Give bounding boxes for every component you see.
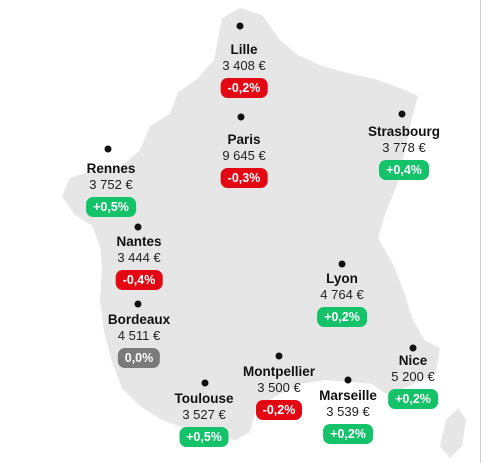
change-badge: -0,4% xyxy=(115,270,163,290)
change-badge: 0,0% xyxy=(117,348,161,368)
city-marker-bordeaux[interactable]: Bordeaux 4 511 € 0,0% xyxy=(108,312,170,368)
city-dot-bordeaux xyxy=(134,300,142,308)
city-marker-lyon[interactable]: Lyon 4 764 € +0,2% xyxy=(317,271,367,327)
city-marker-lille[interactable]: Lille 3 408 € -0,2% xyxy=(220,42,268,98)
city-name: Marseille xyxy=(319,388,377,403)
city-name: Nantes xyxy=(116,234,162,249)
change-badge: +0,5% xyxy=(86,197,136,217)
city-price: 9 645 € xyxy=(222,148,266,163)
city-price: 3 444 € xyxy=(117,250,161,265)
city-dot-lyon xyxy=(338,260,346,268)
city-name: Toulouse xyxy=(174,391,234,406)
change-badge: -0,2% xyxy=(220,78,268,98)
city-price: 3 408 € xyxy=(222,58,266,73)
city-name: Nice xyxy=(398,353,428,368)
city-price: 3 752 € xyxy=(89,177,133,192)
change-badge: +0,2% xyxy=(388,389,438,409)
city-price: 3 539 € xyxy=(326,404,370,419)
change-badge: +0,2% xyxy=(323,424,373,444)
city-price: 5 200 € xyxy=(391,369,435,384)
city-dot-marseille xyxy=(344,376,352,384)
city-name: Paris xyxy=(227,132,261,147)
city-price: 4 764 € xyxy=(320,287,364,302)
city-marker-strasbourg[interactable]: Strasbourg 3 778 € +0,4% xyxy=(368,124,440,180)
city-dot-rennes xyxy=(104,145,112,153)
city-marker-marseille[interactable]: Marseille 3 539 € +0,2% xyxy=(319,388,377,444)
change-badge: -0,3% xyxy=(220,168,268,188)
city-price: 3 778 € xyxy=(382,140,426,155)
city-name: Rennes xyxy=(86,161,136,176)
city-dot-toulouse xyxy=(201,379,209,387)
city-marker-rennes[interactable]: Rennes 3 752 € +0,5% xyxy=(86,161,136,217)
france-mainland-shape xyxy=(62,8,440,440)
city-dot-strasbourg xyxy=(398,110,406,118)
city-dot-nantes xyxy=(134,223,142,231)
right-edge-divider xyxy=(480,0,481,463)
city-dot-paris xyxy=(237,113,245,121)
city-marker-paris[interactable]: Paris 9 645 € -0,3% xyxy=(220,132,268,188)
city-marker-montpellier[interactable]: Montpellier 3 500 € -0,2% xyxy=(243,364,315,420)
city-name: Lyon xyxy=(326,271,358,286)
city-name: Strasbourg xyxy=(367,124,441,139)
city-marker-nice[interactable]: Nice 5 200 € +0,2% xyxy=(388,353,438,409)
city-dot-montpellier xyxy=(275,352,283,360)
city-marker-toulouse[interactable]: Toulouse 3 527 € +0,5% xyxy=(175,391,234,447)
city-dot-lille xyxy=(236,22,244,30)
change-badge: +0,2% xyxy=(317,307,367,327)
city-price: 4 511 € xyxy=(117,328,161,343)
city-name: Bordeaux xyxy=(107,312,171,327)
city-name: Montpellier xyxy=(242,364,316,379)
city-price: 3 500 € xyxy=(257,380,301,395)
city-price: 3 527 € xyxy=(182,407,226,422)
city-marker-nantes[interactable]: Nantes 3 444 € -0,4% xyxy=(115,234,163,290)
change-badge: +0,4% xyxy=(379,160,429,180)
change-badge: +0,5% xyxy=(179,427,229,447)
city-name: Lille xyxy=(230,42,258,57)
corsica-shape xyxy=(440,408,466,458)
city-dot-nice xyxy=(409,344,417,352)
change-badge: -0,2% xyxy=(255,400,303,420)
